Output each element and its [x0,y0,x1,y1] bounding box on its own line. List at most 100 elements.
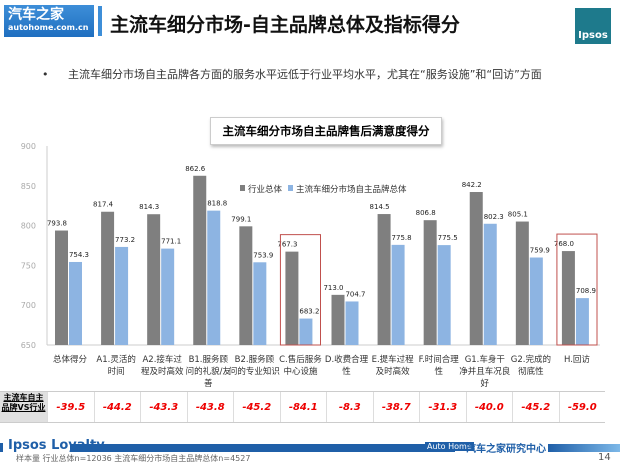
difference-cell: -8.3 [326,392,373,422]
bullet-point: • 主流车细分市场自主品牌各方面的服务水平远低于行业平均水平，尤其在“服务设施”和… [42,64,582,86]
footer-accent [0,443,3,452]
bar-industry [423,220,437,345]
category-label: C.售后服务中心设施 [279,354,322,377]
y-tick-label: 750 [21,261,36,270]
data-label: 704.7 [345,290,365,298]
bar-brand [529,257,543,345]
difference-table-header: 主流车自主品牌VS行业 [0,392,47,422]
bar-brand [253,262,267,345]
difference-cell: -31.3 [419,392,466,422]
bar-brand [299,318,313,345]
data-label: 759.9 [530,247,550,255]
data-label: 806.8 [416,209,436,217]
autohome-logo: 汽车之家 autohome.com.cn [4,5,94,37]
difference-cell: -59.0 [558,392,606,422]
bar-industry [239,226,253,345]
page-title: 主流车细分市场-自主品牌总体及指标得分 [110,14,460,36]
bar-brand [207,210,221,345]
data-label: 754.3 [69,251,89,259]
logo-url: autohome.com.cn [8,23,89,32]
y-tick-label: 850 [21,182,36,191]
category-label: B2.服务顾问的专业知识 [229,354,280,377]
data-label: 713.0 [323,284,343,292]
difference-cell: -43.8 [186,392,234,422]
bar-industry [285,251,299,345]
bar-brand [483,223,497,345]
highlight-box [556,233,598,346]
bar-brand [115,246,129,345]
category-label: G1.车身干净并且车况良好 [459,354,511,389]
page-number: 14 [598,452,611,463]
legend-swatch [240,185,245,191]
ipsos-logo: Ipsos [575,8,611,44]
data-label: 814.3 [139,203,159,211]
bar-industry [193,175,207,345]
legend-swatch [288,185,293,191]
footer-gradient-bar [548,444,620,452]
bar-industry [55,230,68,345]
category-label: A2.接车过程及时高效 [141,354,184,377]
difference-cell: -84.1 [279,392,327,422]
bullet-text: 主流车细分市场自主品牌各方面的服务水平远低于行业平均水平，尤其在“服务设施”和“… [68,68,542,81]
category-label: E.提车过程及时高效 [372,354,415,377]
highlight-box [279,234,321,346]
y-tick-label: 800 [21,222,36,231]
bar-brand [161,248,175,345]
bar-brand [69,261,82,345]
bar-industry [377,214,391,345]
chart-title: 主流车细分市场自主品牌售后满意度得分 [210,117,442,145]
category-label: 总体得分 [53,354,88,365]
legend-label: 主流车细分市场自主品牌总体 [296,184,407,195]
research-center-label: 汽车之家研究中心 [466,444,546,455]
data-label: 775.8 [392,234,412,242]
data-label: 799.1 [231,215,251,223]
data-label: 773.2 [115,236,135,244]
bar-brand [437,245,451,345]
data-label: 775.5 [438,234,458,242]
category-label: F.时间合理性 [419,354,460,377]
data-label: 805.1 [508,211,528,219]
footer-bar [70,444,455,452]
category-label: A1.灵活的时间 [96,354,135,377]
category-label: H.回访 [564,354,590,365]
data-label: 802.3 [484,213,504,221]
difference-cell: -44.2 [93,392,141,422]
y-tick-label: 900 [21,142,36,151]
data-label: 817.4 [93,201,114,209]
bar-brand [391,244,405,345]
y-tick-label: 650 [21,341,36,350]
data-label: 767.3 [277,241,297,249]
autohome-label: Auto Home [425,442,474,451]
data-label: 683.2 [299,308,319,316]
category-label: B1.服务顾问的礼貌/友善 [186,354,232,389]
category-label: G2.完成的彻底性 [511,354,551,377]
data-label: 768.0 [554,240,574,248]
data-label: 793.8 [47,220,67,228]
data-label: 842.2 [462,181,482,189]
bar-industry [331,294,345,345]
difference-cell: -43.3 [140,392,187,422]
bar-industry [147,214,161,345]
difference-cell: -40.0 [465,392,513,422]
logo-text: 汽车之家 [8,7,64,23]
y-tick-label: 700 [21,301,36,310]
difference-cell: -39.5 [47,392,94,422]
sample-size-note: 样本量 行业总体n=12036 主流车细分市场自主品牌总体n=4527 [16,454,251,463]
difference-table: 主流车自主品牌VS行业 -39.5 -44.2 -43.3 -43.8 -45.2 -84… [0,391,605,423]
data-label: 862.6 [185,165,206,173]
bar-brand [345,301,359,345]
bar-industry [469,192,483,345]
difference-cell: -45.2 [512,392,559,422]
difference-cell: -38.7 [372,392,420,422]
difference-cell: -45.2 [233,392,280,422]
category-label: D.收费合理性 [325,354,369,377]
bar-brand [575,298,589,345]
data-label: 708.9 [576,287,596,295]
title-accent-bar [98,6,102,36]
data-label: 753.9 [253,251,273,259]
data-label: 771.1 [161,238,181,246]
legend-label: 行业总体 [248,184,283,195]
bar-industry [561,251,575,345]
bar-industry [515,221,529,345]
